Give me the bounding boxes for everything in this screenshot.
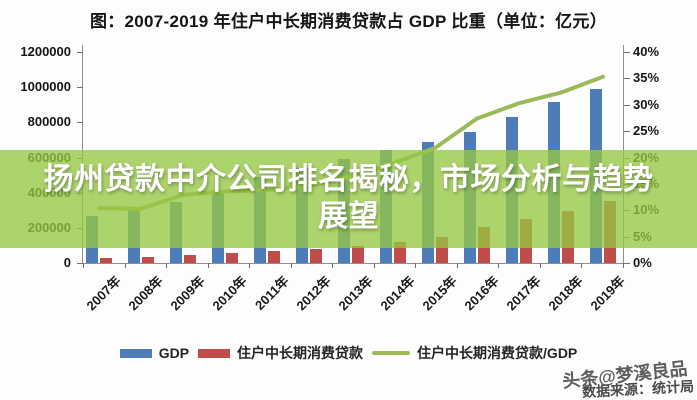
legend-bar-swatch <box>119 348 152 358</box>
overlay-banner: 扬州贷款中介公司排名揭秘，市场分析与趋势 展望 <box>0 150 697 248</box>
legend-label: 住户中长期消费贷款/GDP <box>417 345 578 361</box>
legend-label: 住户中长期消费贷款 <box>237 345 364 361</box>
x-axis-tick <box>332 263 334 268</box>
x-axis-tick <box>415 263 417 268</box>
x-axis-tick <box>124 263 126 268</box>
x-axis-tick <box>290 263 292 268</box>
left-axis-tick-label: 1200000 <box>20 44 71 59</box>
bar-loans-2007年 <box>100 258 112 263</box>
x-axis-tick <box>581 263 583 268</box>
x-axis-tick <box>166 263 168 268</box>
left-axis-tick <box>77 263 83 264</box>
bar-loans-2013年 <box>352 245 364 263</box>
legend-item-ratio: 住户中长期消费贷款/GDP <box>372 343 577 363</box>
right-axis-tick-label: 35% <box>633 70 660 86</box>
left-axis-tick-label: 800000 <box>27 114 71 130</box>
right-axis-tick-label: 30% <box>633 96 660 112</box>
x-axis-tick <box>623 263 624 268</box>
x-axis-tick <box>498 263 500 268</box>
legend: GDP 住户中长期消费贷款 住户中长期消费贷款/GDP <box>0 344 697 362</box>
legend-bar-swatch <box>198 348 231 358</box>
legend-label: GDP <box>158 345 190 361</box>
bar-loans-2009年 <box>184 255 196 263</box>
bar-loans-2008年 <box>142 257 154 263</box>
right-axis-tick <box>624 52 630 53</box>
left-axis-tick <box>77 122 83 124</box>
left-axis-tick <box>77 87 83 89</box>
overlay-headline-line1: 扬州贷款中介公司排名揭秘，市场分析与趋势 <box>43 163 654 196</box>
bar-loans-2012年 <box>310 249 322 263</box>
right-axis-tick <box>624 78 630 80</box>
x-axis-tick <box>373 263 375 268</box>
x-axis-tick <box>249 263 251 268</box>
x-axis-tick <box>456 263 458 268</box>
left-axis-tick <box>77 52 83 53</box>
left-axis-tick-label: 1000000 <box>20 79 71 95</box>
x-axis-tick <box>83 263 84 268</box>
right-axis-tick-label: 0% <box>633 255 652 270</box>
right-axis-tick <box>624 131 630 133</box>
x-axis-tick <box>207 263 209 268</box>
x-axis-line <box>82 263 624 264</box>
legend-item-loans: 住户中长期消费贷款 <box>198 343 363 363</box>
left-axis-tick-label: 0 <box>63 255 71 270</box>
chart-title: 图：2007-2019 年住户中长期消费贷款占 GDP 比重（单位：亿元） <box>89 12 608 31</box>
overlay-headline-line2: 展望 <box>318 200 379 233</box>
legend-line-swatch <box>372 351 411 355</box>
right-axis-tick-label: 25% <box>633 123 660 139</box>
right-axis-tick-label: 40% <box>633 44 660 59</box>
bar-loans-2010年 <box>226 253 238 263</box>
bar-loans-2011年 <box>268 251 280 263</box>
x-axis-tick <box>539 263 541 268</box>
right-axis-tick <box>624 263 630 264</box>
legend-item-gdp: GDP <box>119 345 190 361</box>
right-axis-tick <box>624 104 630 106</box>
